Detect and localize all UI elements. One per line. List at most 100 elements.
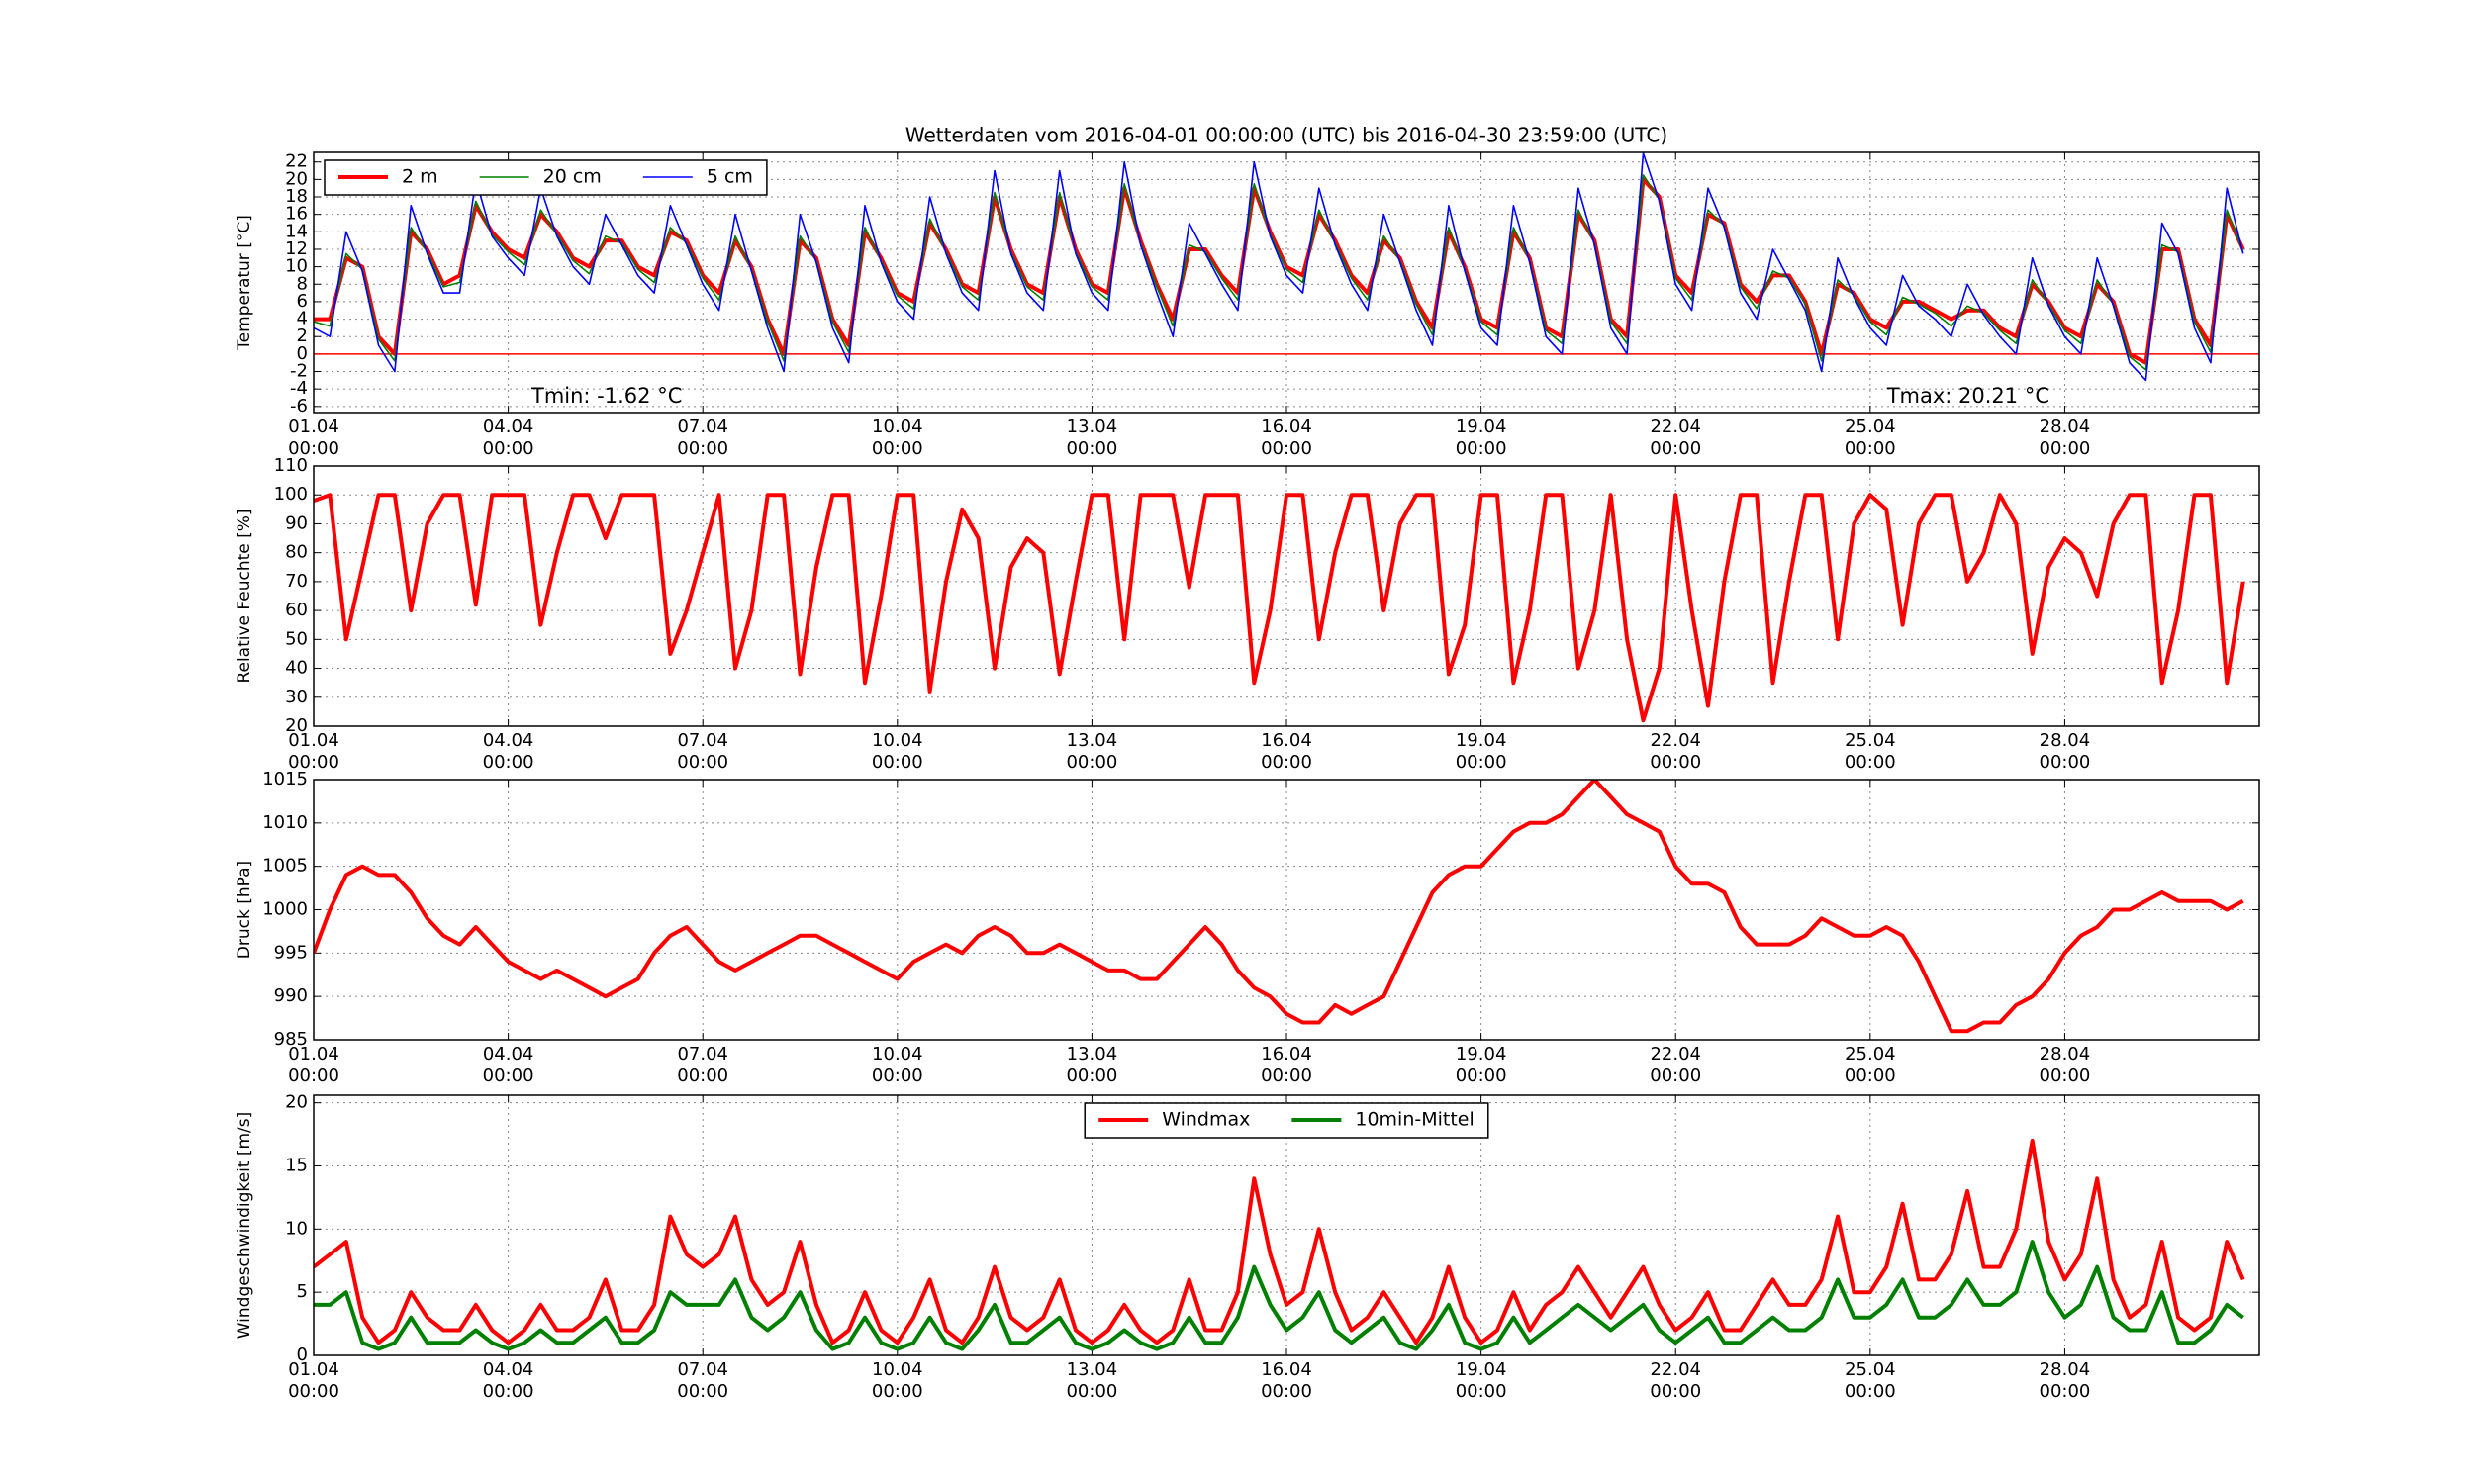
y-tick-label: 0 [297, 343, 308, 364]
x-tick-label: 25.04 00:00 [1844, 730, 1896, 773]
y-tick-label: 20 [285, 168, 308, 189]
y-tick-label: 20 [285, 1092, 308, 1113]
y-tick-label: 12 [285, 238, 308, 259]
y-tick-label: 10 [285, 256, 308, 277]
y-tick-label: 60 [285, 600, 308, 620]
x-tick-label: 25.04 00:00 [1844, 1359, 1896, 1402]
legend: 2 m 20 cm 5 cm [324, 159, 768, 196]
legend-label: 2 m [402, 166, 438, 188]
series-line [314, 177, 2245, 365]
y-tick-label: 1015 [262, 769, 308, 789]
x-tick-label: 10.04 00:00 [871, 1359, 923, 1402]
y-tick-label: 15 [285, 1155, 308, 1175]
x-tick-label: 04.04 00:00 [482, 1044, 534, 1086]
x-tick-label: 25.04 00:00 [1844, 417, 1896, 459]
x-tick-label: 13.04 00:00 [1066, 730, 1118, 773]
legend-label: 10min-Mittel [1355, 1109, 1474, 1131]
y-tick-label: 14 [285, 221, 308, 241]
frame [313, 465, 2260, 727]
y-tick-label: 90 [285, 512, 308, 533]
y-tick-label: 6 [297, 291, 308, 312]
y-tick-label: 18 [285, 186, 308, 207]
y-tick-label: 1010 [262, 812, 308, 833]
legend-label: 5 cm [707, 166, 753, 188]
x-tick-label: 13.04 00:00 [1066, 417, 1118, 459]
x-tick-label: 04.04 00:00 [482, 730, 534, 773]
y-tick-label: 110 [274, 455, 308, 476]
series-line [314, 1139, 2245, 1345]
annotation: Tmax: 20.21 °C [1886, 384, 2049, 408]
y-axis-label: Relative Feuchte [%] [235, 509, 254, 683]
y-axis-label: Temperatur [°C] [235, 215, 254, 351]
series-line [314, 1240, 2244, 1351]
x-tick-label: 22.04 00:00 [1650, 1044, 1702, 1086]
x-tick-label: 22.04 00:00 [1650, 1359, 1702, 1402]
x-tick-label: 01.04 00:00 [288, 1044, 339, 1086]
x-tick-label: 07.04 00:00 [677, 730, 729, 773]
y-axis-label: Druck [hPa] [235, 861, 254, 959]
y-tick-label: -2 [290, 361, 308, 382]
x-tick-label: 16.04 00:00 [1261, 417, 1312, 459]
x-tick-label: 19.04 00:00 [1455, 1044, 1507, 1086]
legend-label: Windmax [1162, 1109, 1250, 1131]
chart-title: Wetterdaten vom 2016-04-01 00:00:00 (UTC… [905, 124, 1667, 147]
x-tick-label: 28.04 00:00 [2039, 730, 2091, 773]
x-tick-label: 13.04 00:00 [1066, 1044, 1118, 1086]
x-tick-label: 22.04 00:00 [1650, 730, 1702, 773]
x-tick-label: 16.04 00:00 [1261, 1044, 1312, 1086]
frame [313, 1094, 2260, 1356]
annotation: Tmin: -1.62 °C [530, 384, 682, 408]
legend-box [324, 159, 768, 196]
x-tick-label: 10.04 00:00 [871, 730, 923, 773]
x-tick-label: 19.04 00:00 [1455, 730, 1507, 773]
y-tick-label: 40 [285, 658, 308, 679]
y-tick-label: 8 [297, 273, 308, 294]
x-tick-label: 04.04 00:00 [482, 1359, 534, 1402]
y-axis-label: Windgeschwindigkeit [m/s] [235, 1112, 254, 1340]
x-tick-label: 07.04 00:00 [677, 417, 729, 459]
y-tick-label: 1005 [262, 856, 308, 877]
series-line [314, 152, 2244, 382]
y-tick-label: 4 [297, 309, 308, 329]
y-tick-label: 20 [285, 715, 308, 736]
series-line [314, 493, 2245, 723]
x-tick-label: 07.04 00:00 [677, 1044, 729, 1086]
x-tick-label: 16.04 00:00 [1261, 730, 1312, 773]
y-tick-label: 0 [297, 1345, 308, 1365]
x-tick-label: 22.04 00:00 [1650, 417, 1702, 459]
y-tick-label: 1000 [262, 899, 308, 920]
y-tick-label: -4 [290, 378, 308, 399]
frame [313, 151, 2260, 414]
x-tick-label: 07.04 00:00 [677, 1359, 729, 1402]
x-tick-label: 01.04 00:00 [288, 1359, 339, 1402]
x-tick-label: 19.04 00:00 [1455, 1359, 1507, 1402]
y-tick-label: 10 [285, 1218, 308, 1239]
y-tick-label: 2 [297, 325, 308, 346]
x-tick-label: 28.04 00:00 [2039, 1044, 2091, 1086]
x-tick-label: 01.04 00:00 [288, 730, 339, 773]
legend-label: 20 cm [543, 166, 602, 188]
y-tick-label: 990 [274, 985, 308, 1006]
y-tick-label: 5 [297, 1281, 308, 1302]
x-tick-label: 19.04 00:00 [1455, 417, 1507, 459]
frame [313, 779, 2260, 1041]
y-tick-label: 70 [285, 571, 308, 592]
legend-box [1084, 1102, 1489, 1139]
y-tick-label: 16 [285, 204, 308, 225]
x-tick-label: 10.04 00:00 [871, 417, 923, 459]
x-tick-label: 10.04 00:00 [871, 1044, 923, 1086]
legend: Windmax 10min-Mittel [1084, 1102, 1489, 1139]
y-tick-label: 50 [285, 628, 308, 649]
y-tick-label: 100 [274, 484, 308, 505]
x-tick-label: 28.04 00:00 [2039, 1359, 2091, 1402]
x-tick-label: 13.04 00:00 [1066, 1359, 1118, 1402]
series-line [314, 174, 2244, 371]
y-tick-label: -6 [290, 396, 308, 417]
y-tick-label: 22 [285, 151, 308, 172]
series-line [314, 780, 2244, 1034]
x-tick-label: 01.04 00:00 [288, 417, 339, 459]
y-tick-label: 80 [285, 542, 308, 563]
x-tick-label: 04.04 00:00 [482, 417, 534, 459]
